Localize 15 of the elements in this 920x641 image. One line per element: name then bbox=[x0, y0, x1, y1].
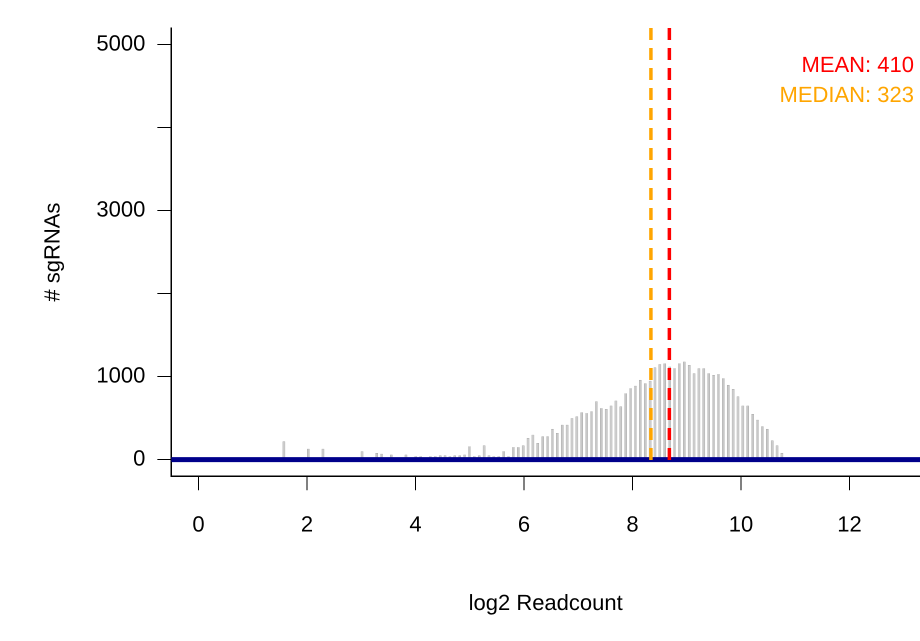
y-tick-label: 0 bbox=[133, 446, 146, 471]
x-tick-label: 10 bbox=[728, 511, 754, 536]
annotation: MEDIAN: 323 bbox=[780, 82, 914, 108]
y-axis-title: # sgRNAs bbox=[39, 202, 64, 302]
x-tick-label: 0 bbox=[192, 511, 205, 536]
y-tick-label: 3000 bbox=[96, 196, 146, 222]
x-tick-label: 4 bbox=[409, 511, 422, 536]
x-tick-label: 12 bbox=[837, 511, 862, 536]
y-tick-label: 1000 bbox=[96, 362, 146, 388]
y-tick-label: 5000 bbox=[96, 30, 146, 56]
x-tick-label: 2 bbox=[300, 511, 314, 536]
x-tick-label: 6 bbox=[518, 511, 530, 536]
annotation: MEAN: 410 bbox=[802, 52, 914, 78]
x-tick-label: 8 bbox=[626, 511, 639, 536]
x-axis-title: log2 Readcount bbox=[468, 590, 623, 615]
